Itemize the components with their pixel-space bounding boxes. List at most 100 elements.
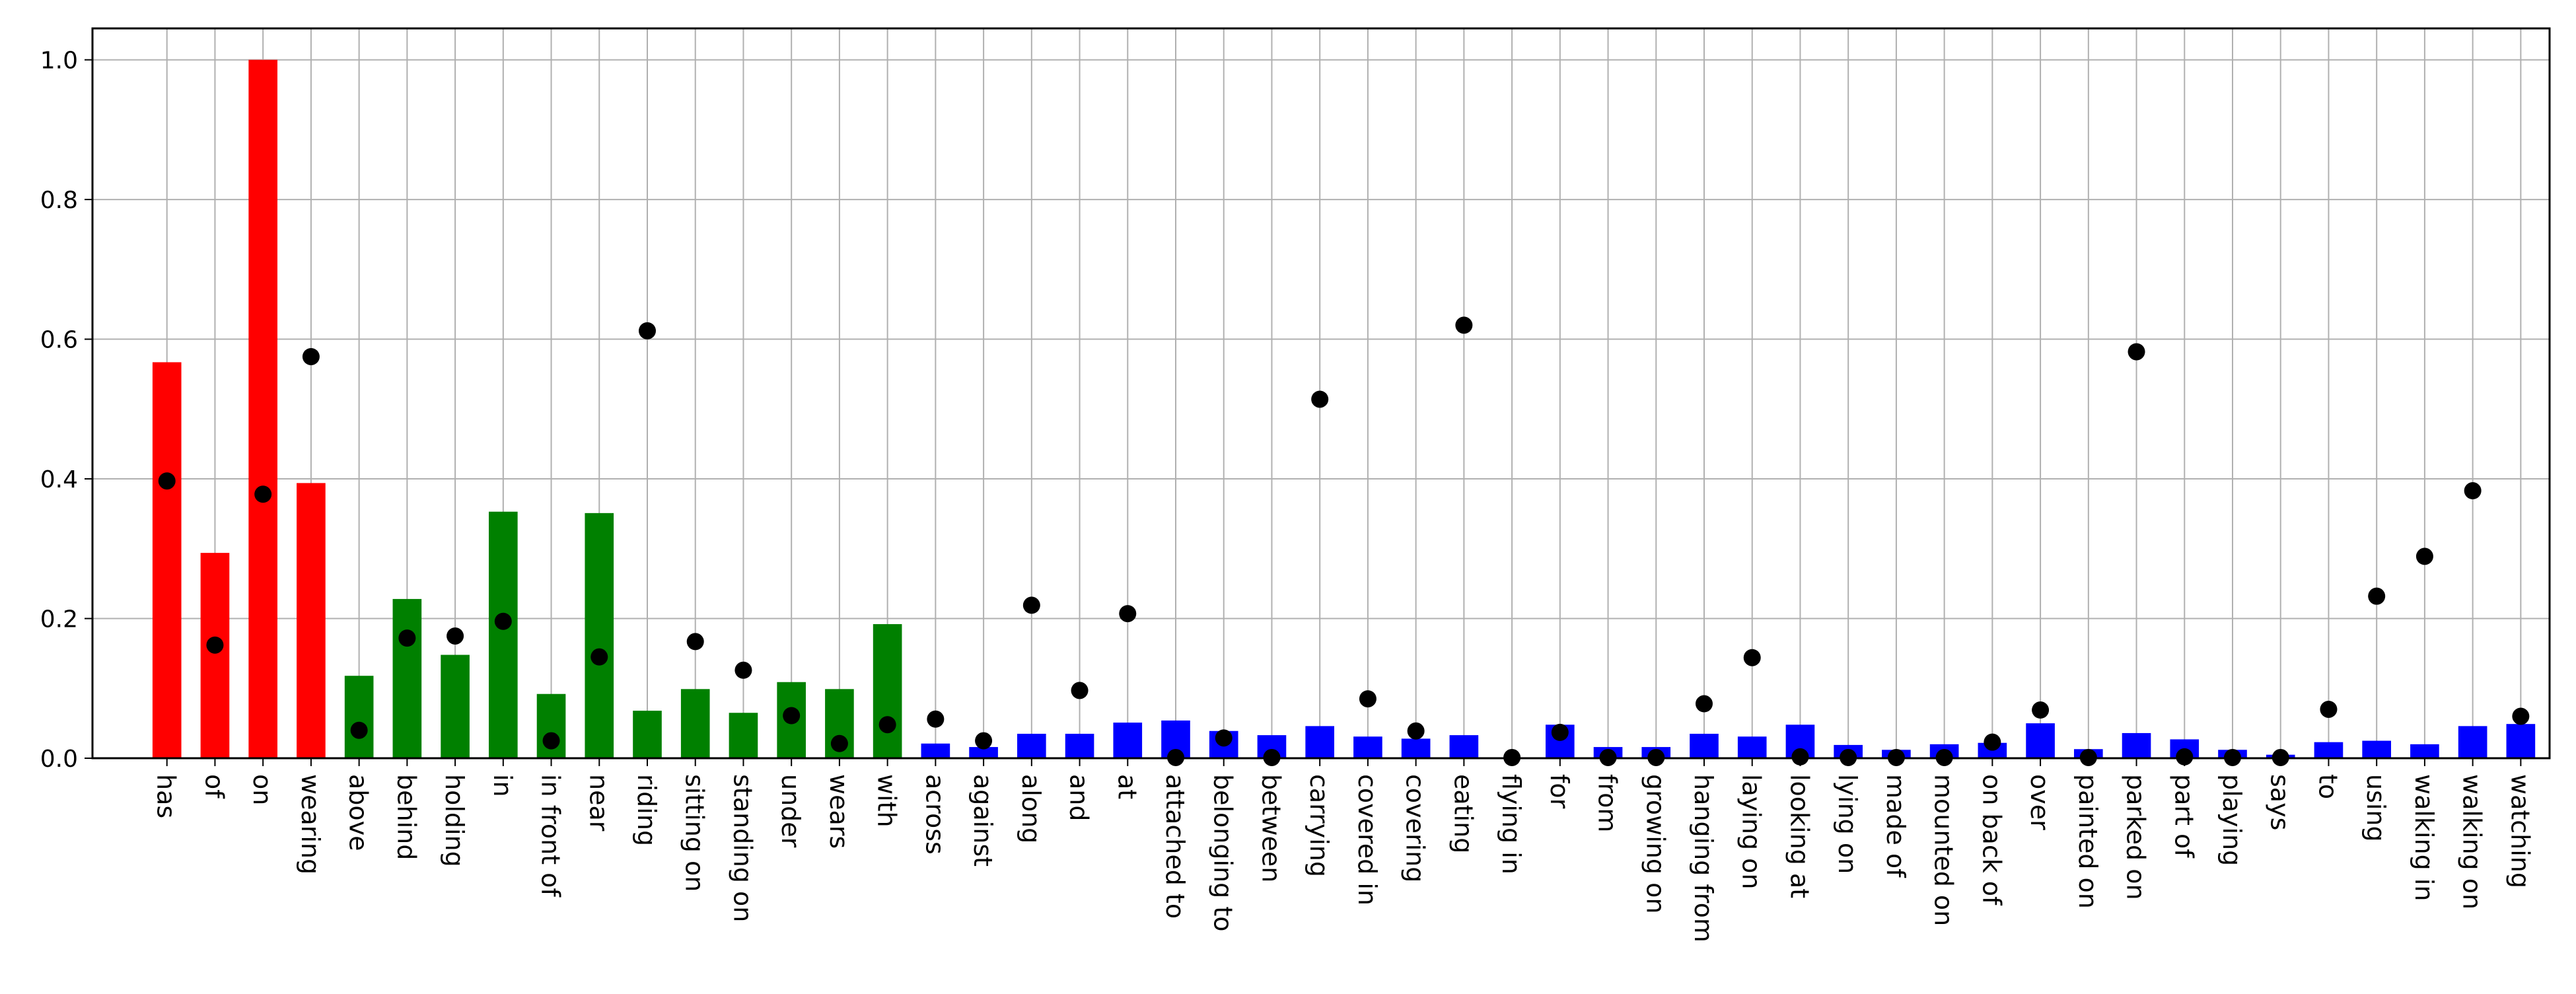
marker-holding [447,627,464,645]
bar-layer [152,59,2536,758]
x-tick-label: for [1545,774,1574,809]
x-tick-label: behind [392,774,421,860]
marker-with [878,716,896,734]
x-tick-label: above [344,774,373,851]
x-tick-label: wears [824,774,853,849]
bar-at [1113,723,1143,758]
marker-looking-at [1791,748,1809,765]
marker-riding [639,322,656,339]
x-tick-label: of [199,774,229,799]
marker-behind [398,629,416,647]
x-tick-label: sitting on [680,774,709,892]
marker-parked-on [2128,343,2145,361]
bar-watching [2506,724,2536,758]
bar-against [969,747,998,758]
x-tick-label: part of [2169,774,2198,859]
bar-riding [633,711,662,758]
bar-across [921,743,950,758]
y-tick-label: 0.0 [40,746,78,773]
x-tick-label: in front of [536,774,565,898]
marker-wearing [302,347,320,365]
marker-in [494,612,512,630]
bar-has [152,362,182,758]
bar-behind [392,598,422,758]
marker-standing-on [734,661,752,679]
bar-standing-on [729,713,758,758]
tick-layer: 0.0 0.2 0.4 0.6 0.8 1.0 has of on wearing above beh… [40,48,2535,942]
x-tick-label: on [248,774,277,805]
bar-holding [441,655,470,758]
x-tick-label: carrying [1305,774,1334,877]
x-tick-label: hanging from [1689,774,1718,942]
marker-eating [1455,316,1473,334]
x-tick-label: parked on [2122,774,2151,900]
marker-belonging-to [1215,729,1233,747]
marker-hanging-from [1696,695,1713,713]
plot-frame [91,27,2551,760]
y-tick-label: 1.0 [40,48,78,75]
x-tick-label: lying on [1833,774,1862,874]
x-tick-label: standing on [728,774,757,922]
marker-layer [158,316,2530,766]
x-tick-label: says [2266,774,2295,830]
bar-to [2314,742,2343,758]
marker-covering [1407,722,1425,740]
marker-against [975,732,993,750]
x-tick-label: eating [1449,774,1478,853]
bar-walking-on [2458,726,2487,758]
x-tick-label: looking at [1785,774,1814,898]
marker-and [1071,682,1089,699]
bar-parked-on [2122,732,2151,758]
x-tick-label: wearing [296,774,325,874]
bar-near [585,513,614,758]
marker-on-back-of [1984,733,2001,751]
marker-wears [830,734,848,752]
x-tick-label: to [2313,774,2342,799]
marker-sitting-on [686,633,704,651]
x-tick-label: covering [1401,774,1430,882]
marker-has [158,472,176,490]
x-tick-label: made of [1881,774,1910,878]
bar-using [2362,740,2391,758]
x-tick-label: attached to [1161,774,1190,919]
marker-of [206,636,224,654]
x-tick-label: using [2361,774,2390,842]
x-tick-label: has [152,774,181,818]
x-tick-label: on back of [1977,774,2006,906]
x-tick-label: and [1065,774,1094,822]
bar-and [1065,733,1094,758]
marker-on [254,485,272,503]
bar-hanging-from [1690,733,1719,758]
x-tick-label: painted on [2073,774,2102,909]
x-tick-label: holding [440,774,469,867]
x-tick-label: belonging to [1209,774,1238,932]
bar-covering [1401,738,1431,758]
marker-over [2032,701,2050,719]
marker-laying-on [1743,649,1761,666]
x-tick-label: laying on [1737,774,1766,890]
bar-carrying [1305,726,1334,758]
x-tick-label: along [1017,774,1046,843]
marker-walking-on [2464,482,2482,500]
marker-along [1022,596,1040,614]
x-tick-label: from [1593,774,1622,832]
bar-eating [1449,735,1479,758]
marker-above [350,721,368,739]
x-tick-label: mounted on [1929,774,1958,926]
marker-under [783,707,801,725]
bar-along [1017,733,1046,758]
bar-sitting-on [680,689,710,758]
marker-near [590,648,608,666]
bar-laying-on [1737,736,1767,758]
x-tick-label: against [968,774,997,867]
bar-with [873,623,902,758]
marker-to [2320,700,2338,718]
x-tick-label: with [873,774,902,828]
x-tick-label: between [1256,774,1285,882]
marker-carrying [1311,390,1329,408]
bar-wearing [297,483,326,758]
x-tick-label: at [1112,774,1141,799]
y-tick-label: 0.8 [40,187,78,214]
x-tick-label: playing [2217,774,2246,866]
bar-in [489,511,518,758]
